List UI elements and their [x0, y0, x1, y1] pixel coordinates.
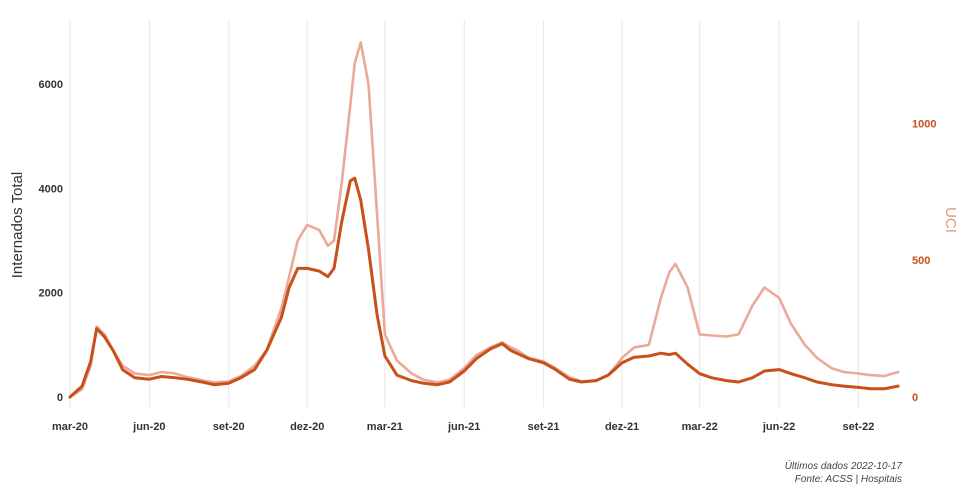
right-axis-ticks: 0 500 1000: [912, 118, 936, 404]
caption: Últimos dados 2022-10-17 Fonte: ACSS | H…: [785, 460, 902, 486]
x-tick-label: dez-20: [290, 421, 324, 433]
x-tick-label: set-22: [843, 421, 875, 433]
x-tick-label: jun-21: [447, 421, 480, 433]
caption-source: Fonte: ACSS | Hospitais: [794, 474, 902, 485]
x-axis-ticks: mar-20 jun-20 set-20 dez-20 mar-21 jun-21 set-…: [52, 421, 874, 433]
right-axis-title: UCI: [942, 207, 957, 233]
vertical-gridlines: [69, 20, 859, 407]
x-tick-label: mar-21: [367, 421, 403, 433]
left-axis-ticks: 0 2000 4000 6000: [39, 79, 63, 404]
y2-tick-label: 500: [912, 255, 930, 267]
series-lines: [68, 41, 900, 399]
series-line-total: [68, 41, 900, 399]
x-tick-label: jun-22: [762, 421, 795, 433]
series-line-uci: [68, 176, 900, 399]
y-tick-label: 6000: [39, 79, 63, 91]
x-tick-label: set-20: [213, 421, 245, 433]
y-tick-label: 4000: [39, 183, 63, 195]
x-tick-label: jun-20: [132, 421, 165, 433]
y-tick-label: 2000: [39, 288, 63, 300]
y2-tick-label: 1000: [912, 118, 936, 130]
y2-tick-label: 0: [912, 392, 918, 404]
y-tick-label: 0: [57, 392, 63, 404]
x-tick-label: mar-22: [682, 421, 718, 433]
x-tick-label: dez-21: [605, 421, 639, 433]
caption-last-data: Últimos dados 2022-10-17: [784, 461, 902, 472]
left-axis-title: Internados Total: [9, 172, 26, 278]
x-tick-label: mar-20: [52, 421, 88, 433]
x-tick-label: set-21: [528, 421, 560, 433]
